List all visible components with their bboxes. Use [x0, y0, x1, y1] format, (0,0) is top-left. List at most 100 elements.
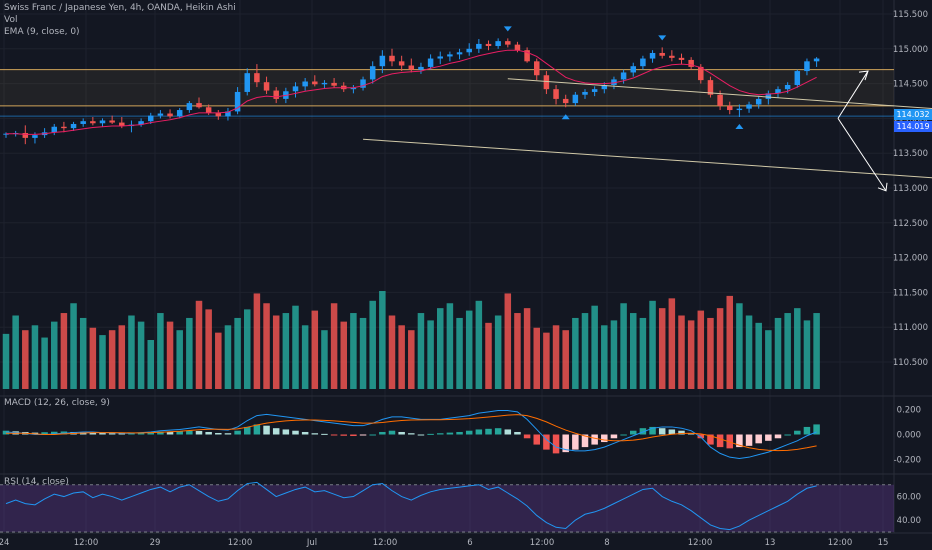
macd-histogram-bar [649, 426, 656, 435]
signal-down-marker [503, 26, 512, 32]
price-axis-tick: 112.000 [893, 254, 928, 264]
candle-body [109, 120, 115, 123]
candle-body [225, 111, 231, 117]
time-axis-tick: 12:00 [228, 538, 253, 548]
macd-histogram-bar [224, 433, 232, 435]
candle-body [775, 89, 781, 94]
time-axis-tick: 15 [878, 538, 889, 548]
macd-histogram-bar [543, 434, 550, 450]
volume-bar [157, 313, 164, 389]
ema-path [6, 49, 817, 135]
candle-body [698, 66, 704, 81]
candle-body [495, 41, 501, 47]
volume-bar [668, 298, 676, 389]
candle-body [813, 58, 820, 62]
volume-bar [813, 313, 820, 389]
volume-bar [215, 332, 222, 389]
candle-body [591, 89, 598, 92]
macd-histogram-bar [774, 434, 782, 439]
ema-line [6, 49, 817, 135]
candle-body [736, 108, 743, 111]
volume-bar [726, 295, 733, 389]
candle-body [649, 52, 656, 59]
volume-bar [22, 330, 29, 389]
candle-body [196, 103, 202, 108]
macd-histogram-bar [716, 434, 724, 448]
macd-histogram-bar [99, 432, 106, 435]
macd-histogram-bar [89, 432, 97, 435]
candle-body [717, 94, 723, 106]
volume-bar [369, 300, 376, 389]
candle-body [669, 55, 675, 58]
macd-histogram-bar [398, 431, 405, 435]
price-axis-tick: 110.500 [893, 358, 928, 368]
candle-body [360, 79, 366, 88]
volume-bar [350, 313, 357, 389]
candle-body [350, 87, 357, 90]
macd-histogram-bar [176, 431, 183, 435]
candle-body [582, 91, 588, 95]
candle-body [553, 89, 559, 99]
volume-bar [253, 293, 261, 389]
candle-body [263, 82, 270, 91]
macd-axis-tick: 0.200 [897, 405, 921, 415]
candle-body [437, 56, 443, 59]
candle-body [447, 54, 453, 57]
macd-histogram-bar [668, 429, 676, 435]
candle-body [485, 43, 492, 47]
macd-histogram-bar [572, 434, 579, 450]
macd-histogram-bar [2, 430, 10, 435]
candle-body [562, 98, 569, 104]
macd-histogram-bar [610, 434, 618, 439]
candle-body [70, 123, 77, 129]
macd-histogram-bar [581, 434, 589, 448]
candle-body [727, 105, 733, 111]
candle-body [22, 133, 29, 138]
candle-body [620, 72, 627, 80]
volume-bar [79, 317, 87, 389]
time-axis-tick: 6 [467, 538, 472, 548]
volume-bar [755, 322, 762, 389]
macd-histogram-bar [234, 430, 241, 435]
volume-bar [282, 313, 290, 389]
macd-histogram-bar [118, 433, 126, 435]
ema-price-tag: 114.019 [894, 121, 932, 132]
candle-body [273, 90, 279, 99]
time-axis-tick: 12:00 [530, 538, 555, 548]
volume-bar [678, 315, 685, 389]
macd-histogram-bar [340, 434, 347, 436]
volume-bar [630, 313, 637, 389]
volume-bar [427, 320, 434, 389]
candle-body [321, 82, 328, 85]
volume-bar [581, 313, 589, 389]
symbol-title[interactable]: Swiss Franc / Japanese Yen, 4h, OANDA, H… [4, 3, 236, 13]
macd-histogram-bar [369, 434, 376, 436]
volume-bar [89, 327, 97, 389]
signal-up-marker [561, 114, 570, 120]
ema-legend[interactable]: EMA (9, close, 0) [4, 27, 80, 37]
macd-histogram-bar [687, 433, 695, 435]
volume-bar [765, 330, 772, 389]
candle-body [688, 59, 694, 67]
candle-body [678, 57, 685, 60]
volume-legend[interactable]: Vol [4, 15, 18, 25]
volume-bar [658, 308, 666, 389]
volume-bar [186, 317, 193, 389]
volume-bar [292, 305, 299, 389]
volume-bar [195, 300, 203, 389]
macd-histogram-bar [350, 434, 357, 437]
projection-up [837, 70, 869, 119]
volume-bar [359, 317, 367, 389]
candle-body [514, 44, 521, 51]
rsi-legend[interactable]: RSI (14, close) [4, 477, 69, 487]
macd-histogram-bar [601, 434, 608, 443]
volume-bar [437, 308, 444, 389]
volume-bar [31, 325, 39, 389]
volume-bar [803, 320, 811, 389]
volume-bars [2, 291, 820, 389]
volume-bar [716, 308, 724, 389]
volume-bar [794, 308, 801, 389]
macd-legend[interactable]: MACD (12, 26, close, 9) [4, 398, 110, 408]
